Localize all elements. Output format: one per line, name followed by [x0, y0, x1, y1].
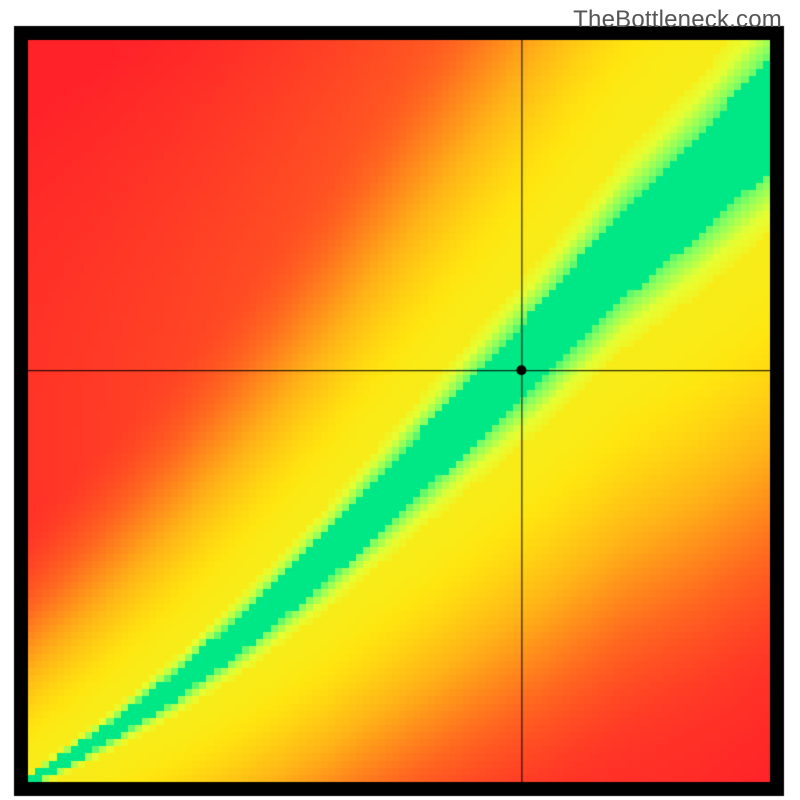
attribution-label: TheBottleneck.com — [573, 6, 782, 34]
chart-root: TheBottleneck.com — [0, 0, 800, 800]
heatmap-canvas — [0, 0, 800, 800]
